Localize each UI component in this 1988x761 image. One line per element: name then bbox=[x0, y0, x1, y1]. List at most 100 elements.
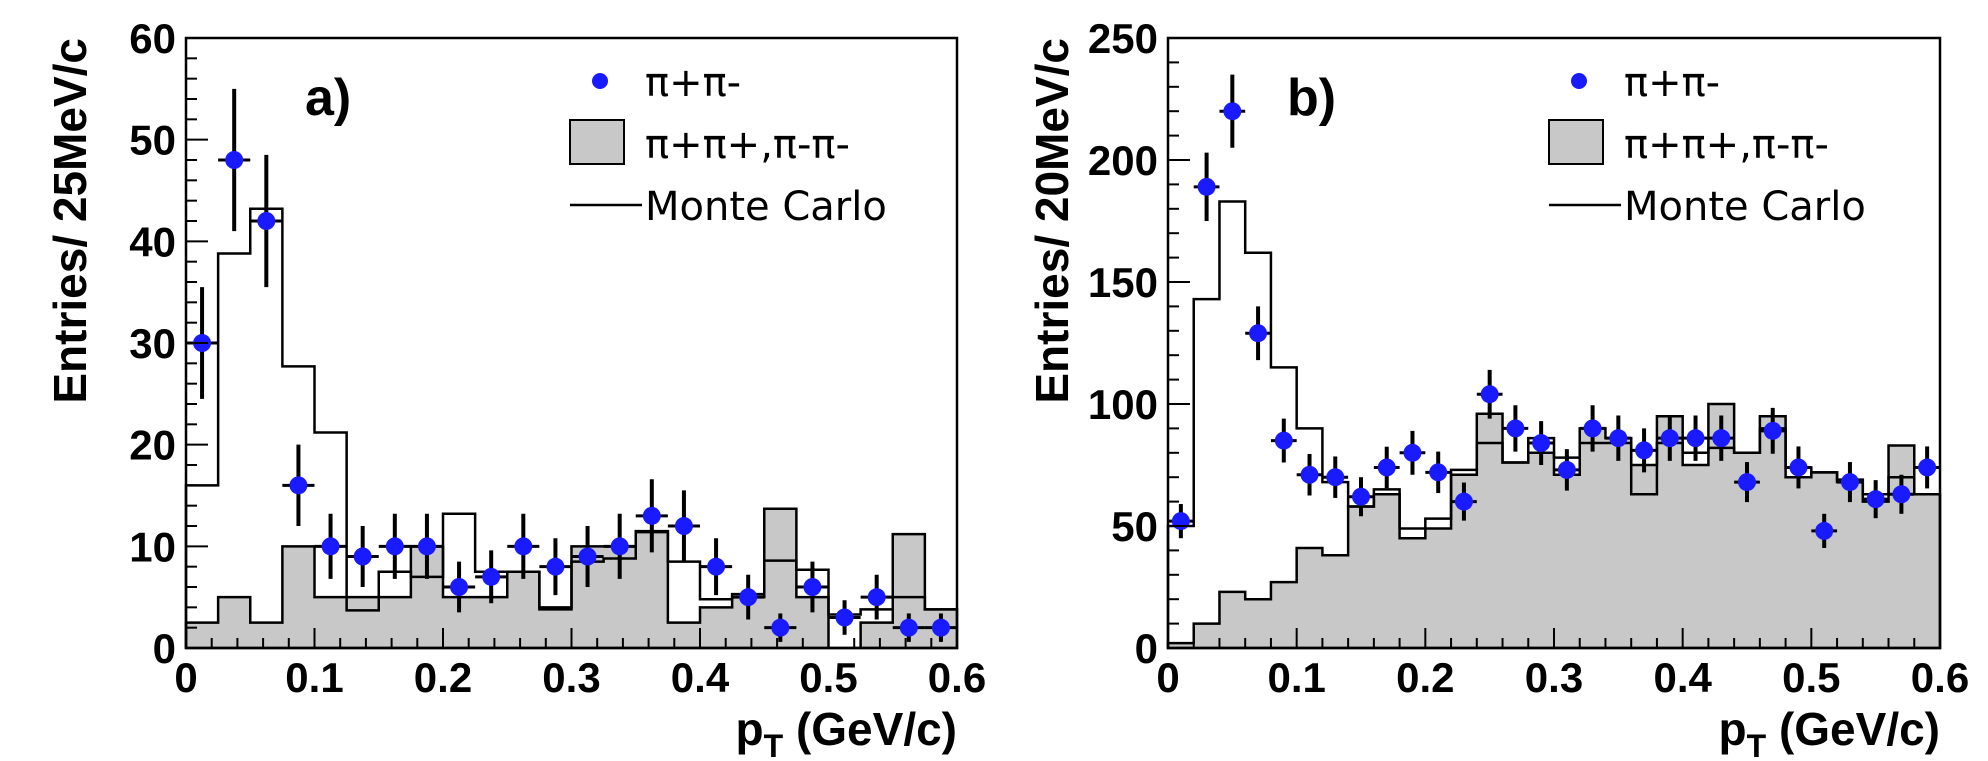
point-marker bbox=[322, 537, 340, 555]
x-axis-label: pT (GeV/c) bbox=[1719, 703, 1940, 761]
x-axis-label: pT (GeV/c) bbox=[736, 703, 957, 761]
y-tick-label: 50 bbox=[1111, 503, 1158, 550]
point-marker bbox=[675, 517, 693, 535]
point-marker bbox=[611, 537, 629, 555]
x-tick-label: 0.2 bbox=[414, 654, 472, 701]
point-marker bbox=[1584, 419, 1602, 437]
data-point bbox=[1914, 446, 1940, 488]
data-point bbox=[1322, 456, 1348, 497]
point-marker bbox=[1764, 422, 1782, 440]
y-tick-label: 40 bbox=[129, 218, 176, 265]
x-tick-label: 0.5 bbox=[799, 654, 857, 701]
point-marker bbox=[257, 212, 275, 230]
data-point bbox=[1400, 431, 1426, 475]
y-tick-label: 10 bbox=[129, 523, 176, 570]
point-marker bbox=[803, 578, 821, 596]
point-marker bbox=[1198, 178, 1216, 196]
data-point bbox=[539, 538, 571, 595]
x-tick-label: 0.6 bbox=[1911, 654, 1969, 701]
point-marker bbox=[1609, 429, 1627, 447]
point-marker bbox=[1481, 385, 1499, 403]
x-tick-label: 0.6 bbox=[928, 654, 986, 701]
legend-label: π+π- bbox=[645, 60, 741, 106]
x-tick-label: 0.3 bbox=[1525, 654, 1583, 701]
x-tick-label: 0.1 bbox=[1267, 654, 1325, 701]
y-tick-label: 60 bbox=[129, 15, 176, 62]
data-point bbox=[282, 445, 314, 526]
point-marker bbox=[1687, 429, 1705, 447]
x-tick-label: 0.5 bbox=[1782, 654, 1840, 701]
legend: π+π-π+π+,π-π- Monte Carlo bbox=[570, 60, 887, 230]
point-marker bbox=[771, 619, 789, 637]
legend-label: π+π+,π-π- bbox=[1624, 122, 1829, 168]
y-tick-label: 250 bbox=[1088, 15, 1158, 62]
chart-panel-b: 0 0.1 0.2 0.3 0.4 0.5 0.6 0 50 100 150 200 250Entrie… bbox=[1026, 15, 1969, 761]
y-axis-label: Entries/ 25MeV/c bbox=[44, 38, 96, 404]
x-tick-label: 0.4 bbox=[1653, 654, 1712, 701]
x-tick-label: 0.3 bbox=[542, 654, 600, 701]
point-marker bbox=[225, 151, 243, 169]
data-point bbox=[1297, 454, 1323, 495]
data-point bbox=[347, 526, 379, 587]
point-marker bbox=[579, 548, 597, 566]
point-marker bbox=[900, 619, 918, 637]
legend-label: π+π+,π-π- bbox=[645, 122, 850, 168]
panel-label: a) bbox=[305, 69, 351, 127]
legend-fill-swatch bbox=[1549, 120, 1603, 164]
point-marker bbox=[450, 578, 468, 596]
point-marker bbox=[1429, 463, 1447, 481]
data-point bbox=[1503, 405, 1529, 451]
data-point bbox=[1271, 419, 1297, 463]
point-marker bbox=[1532, 434, 1550, 452]
point-marker bbox=[1172, 512, 1190, 530]
x-tick-label: 0.2 bbox=[1396, 654, 1454, 701]
data-point bbox=[1374, 447, 1400, 488]
point-marker bbox=[1918, 458, 1936, 476]
point-marker bbox=[1455, 493, 1473, 511]
data-point bbox=[507, 514, 539, 579]
point-marker bbox=[1352, 488, 1370, 506]
data-point bbox=[315, 514, 347, 579]
data-point bbox=[250, 155, 282, 287]
data-point bbox=[1168, 504, 1194, 538]
point-marker bbox=[1378, 458, 1396, 476]
data-point bbox=[861, 575, 893, 620]
data-point bbox=[1245, 306, 1271, 360]
point-marker bbox=[1223, 102, 1241, 120]
y-axis-label: Entries/ 20MeV/c bbox=[1026, 38, 1078, 404]
data-point bbox=[1219, 75, 1245, 148]
point-marker bbox=[1815, 522, 1833, 540]
point-marker bbox=[1506, 419, 1524, 437]
point-marker bbox=[1249, 324, 1267, 342]
point-marker bbox=[932, 619, 950, 637]
point-marker bbox=[482, 568, 500, 586]
data-point bbox=[379, 514, 411, 579]
point-marker bbox=[386, 537, 404, 555]
point-marker bbox=[707, 558, 725, 576]
point-marker bbox=[643, 507, 661, 525]
x-tick-label: 0.1 bbox=[285, 654, 343, 701]
y-tick-label: 200 bbox=[1088, 137, 1158, 184]
y-tick-label: 150 bbox=[1088, 259, 1158, 306]
point-marker bbox=[1841, 473, 1859, 491]
point-marker bbox=[418, 537, 436, 555]
data-point bbox=[829, 600, 861, 635]
point-marker bbox=[1403, 444, 1421, 462]
point-marker bbox=[1661, 429, 1679, 447]
data-point bbox=[1477, 370, 1503, 419]
legend-marker-icon bbox=[592, 73, 608, 89]
point-marker bbox=[1275, 432, 1293, 450]
legend-label: Monte Carlo bbox=[645, 184, 887, 230]
point-marker bbox=[1738, 473, 1756, 491]
point-marker bbox=[1789, 458, 1807, 476]
x-tick-label: 0 bbox=[174, 654, 197, 701]
point-marker bbox=[289, 476, 307, 494]
x-tick-label: 0.4 bbox=[671, 654, 730, 701]
data-point bbox=[218, 89, 250, 231]
point-marker bbox=[514, 537, 532, 555]
point-marker bbox=[1558, 461, 1576, 479]
point-marker bbox=[836, 609, 854, 627]
legend-label: π+π- bbox=[1624, 60, 1720, 106]
data-point bbox=[700, 538, 732, 595]
